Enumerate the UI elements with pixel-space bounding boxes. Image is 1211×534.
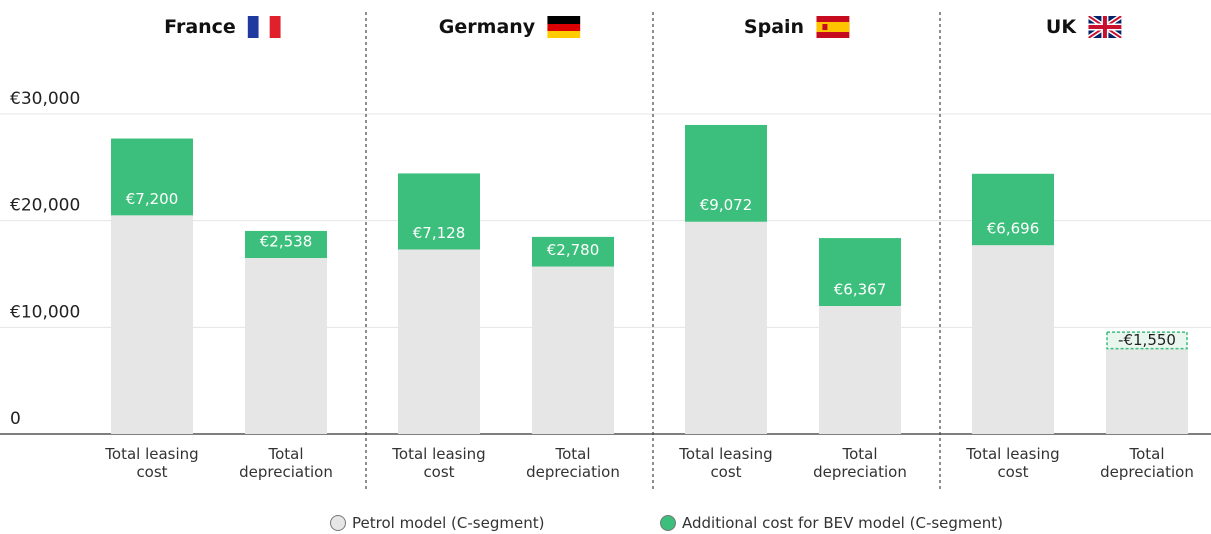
bar-petrol [245,258,327,434]
bar-petrol [685,221,767,434]
flag-icon [547,16,581,38]
legend-swatch [660,515,676,531]
bar-bev-additional [532,236,614,267]
group-title: Germany [438,16,581,38]
bar-petrol [532,266,614,434]
group-name: France [164,16,236,38]
x-tick-label: Total depreciation [526,445,620,481]
bar-bev-additional [398,173,480,250]
bar-petrol [1106,348,1188,434]
value-label: €6,367 [834,281,887,299]
flag-icon [247,16,281,38]
value-label: €6,696 [987,220,1040,238]
group-name: Spain [743,16,805,38]
legend-item: Petrol model (C-segment) [330,514,544,532]
bar-bev-additional [819,238,901,306]
x-tick-label: Total leasing cost [679,445,773,481]
group-name: Germany [438,16,536,38]
bar-petrol [398,249,480,434]
legend-item: Additional cost for BEV model (C-segment… [660,514,1003,532]
value-label: €7,200 [126,190,179,208]
y-tick-label: €10,000 [10,302,80,322]
y-tick-label: €20,000 [10,196,80,216]
bar-bev-additional [1106,331,1188,350]
flag-icon [816,16,850,38]
bar-petrol [111,215,193,434]
x-tick-label: Total depreciation [1100,445,1194,481]
bar-bev-additional [972,173,1054,246]
x-tick-label: Total leasing cost [105,445,199,481]
value-label: €2,538 [260,233,313,251]
legend-label: Additional cost for BEV model (C-segment… [682,514,1004,532]
group-name: UK [1045,16,1077,38]
y-tick-label: 0 [10,409,21,429]
x-tick-label: Total depreciation [239,445,333,481]
x-tick-label: Total depreciation [813,445,907,481]
group-title: Spain [743,16,850,38]
group-title: UK [1045,16,1122,38]
legend-swatch [330,515,346,531]
bar-petrol [819,306,901,434]
value-label: €9,072 [700,196,753,214]
value-label: €7,128 [413,224,466,242]
y-tick-label: €30,000 [10,89,80,109]
value-label: -€1,550 [1118,331,1176,349]
bar-petrol [972,245,1054,434]
value-label: €2,780 [547,241,600,259]
x-tick-label: Total leasing cost [966,445,1060,481]
legend-label: Petrol model (C-segment) [352,514,545,532]
bar-bev-additional [111,138,193,216]
bar-bev-additional [245,230,327,258]
group-title: France [164,16,281,38]
x-tick-label: Total leasing cost [392,445,486,481]
flag-icon [1088,16,1122,38]
bar-bev-additional [685,124,767,222]
